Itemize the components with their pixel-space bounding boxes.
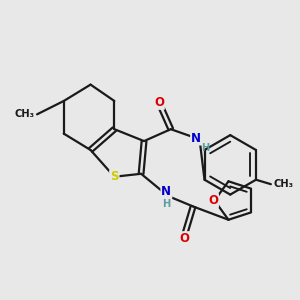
Text: CH₃: CH₃: [273, 179, 293, 189]
Text: O: O: [179, 232, 189, 245]
Text: O: O: [154, 96, 164, 109]
Text: CH₃: CH₃: [15, 109, 35, 119]
Text: H: H: [202, 142, 210, 153]
Text: N: N: [191, 132, 201, 145]
Text: O: O: [208, 194, 218, 207]
Text: H: H: [162, 199, 170, 209]
Text: S: S: [110, 170, 118, 183]
Text: N: N: [161, 185, 171, 198]
